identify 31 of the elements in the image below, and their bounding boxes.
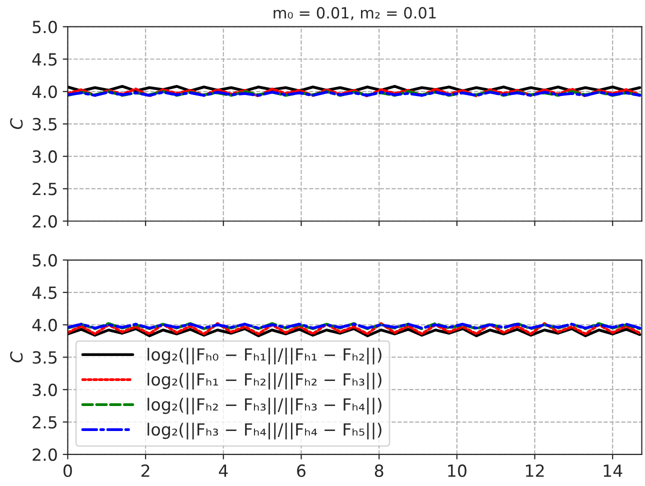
- legend-label: log₂(||Fₕ₃ − Fₕ₄||/||Fₕ₄ − Fₕ₅||): [148, 422, 382, 440]
- x-tick-label: 6: [297, 464, 306, 478]
- x-tick-label: 10: [448, 464, 466, 478]
- x-tick-label: 4: [218, 464, 228, 477]
- x-tick-label: 14: [604, 464, 622, 477]
- y-axis-title: C: [10, 118, 23, 130]
- y-tick-label: 3.0: [32, 384, 57, 396]
- y-tick-label: 3.5: [32, 118, 57, 130]
- y-tick-label: 3.0: [32, 150, 57, 163]
- legend-label: log₂(||Fₕ₀ − Fₕ₁||/||Fₕ₁ − Fₕ₂||): [148, 348, 382, 364]
- legend-label: log₂(||Fₕ₁ − Fₕ₂||/||Fₕ₂ − Fₕ₃||): [148, 372, 382, 390]
- x-tick-label: 12: [526, 464, 544, 477]
- y-tick-label: 2.5: [32, 416, 57, 429]
- y-tick-label: 4.5: [32, 53, 57, 66]
- x-tick-label: 8: [374, 464, 384, 478]
- y-tick-label: 4.0: [32, 85, 57, 98]
- line-series: [68, 322, 642, 336]
- y-tick-label: 2.0: [32, 448, 57, 461]
- chart-title: m₀ = 0.01, m₂ = 0.01: [274, 7, 436, 20]
- y-tick-label: 2.5: [32, 182, 57, 196]
- y-axis-title: C: [10, 351, 23, 362]
- y-tick-label: 4.5: [32, 286, 57, 299]
- y-tick-label: 3.5: [32, 351, 57, 364]
- x-tick-label: 2: [141, 464, 150, 477]
- y-tick-label: 5.0: [32, 20, 57, 34]
- y-tick-label: 4.0: [32, 318, 57, 332]
- y-tick-label: 5.0: [32, 254, 57, 267]
- x-tick-label: 0: [64, 464, 72, 478]
- line-series: [68, 327, 642, 338]
- legend-label: log₂(||Fₕ₂ − Fₕ₃||/||Fₕ₃ − Fₕ₄||): [148, 398, 382, 414]
- y-tick-label: 2.0: [32, 215, 57, 228]
